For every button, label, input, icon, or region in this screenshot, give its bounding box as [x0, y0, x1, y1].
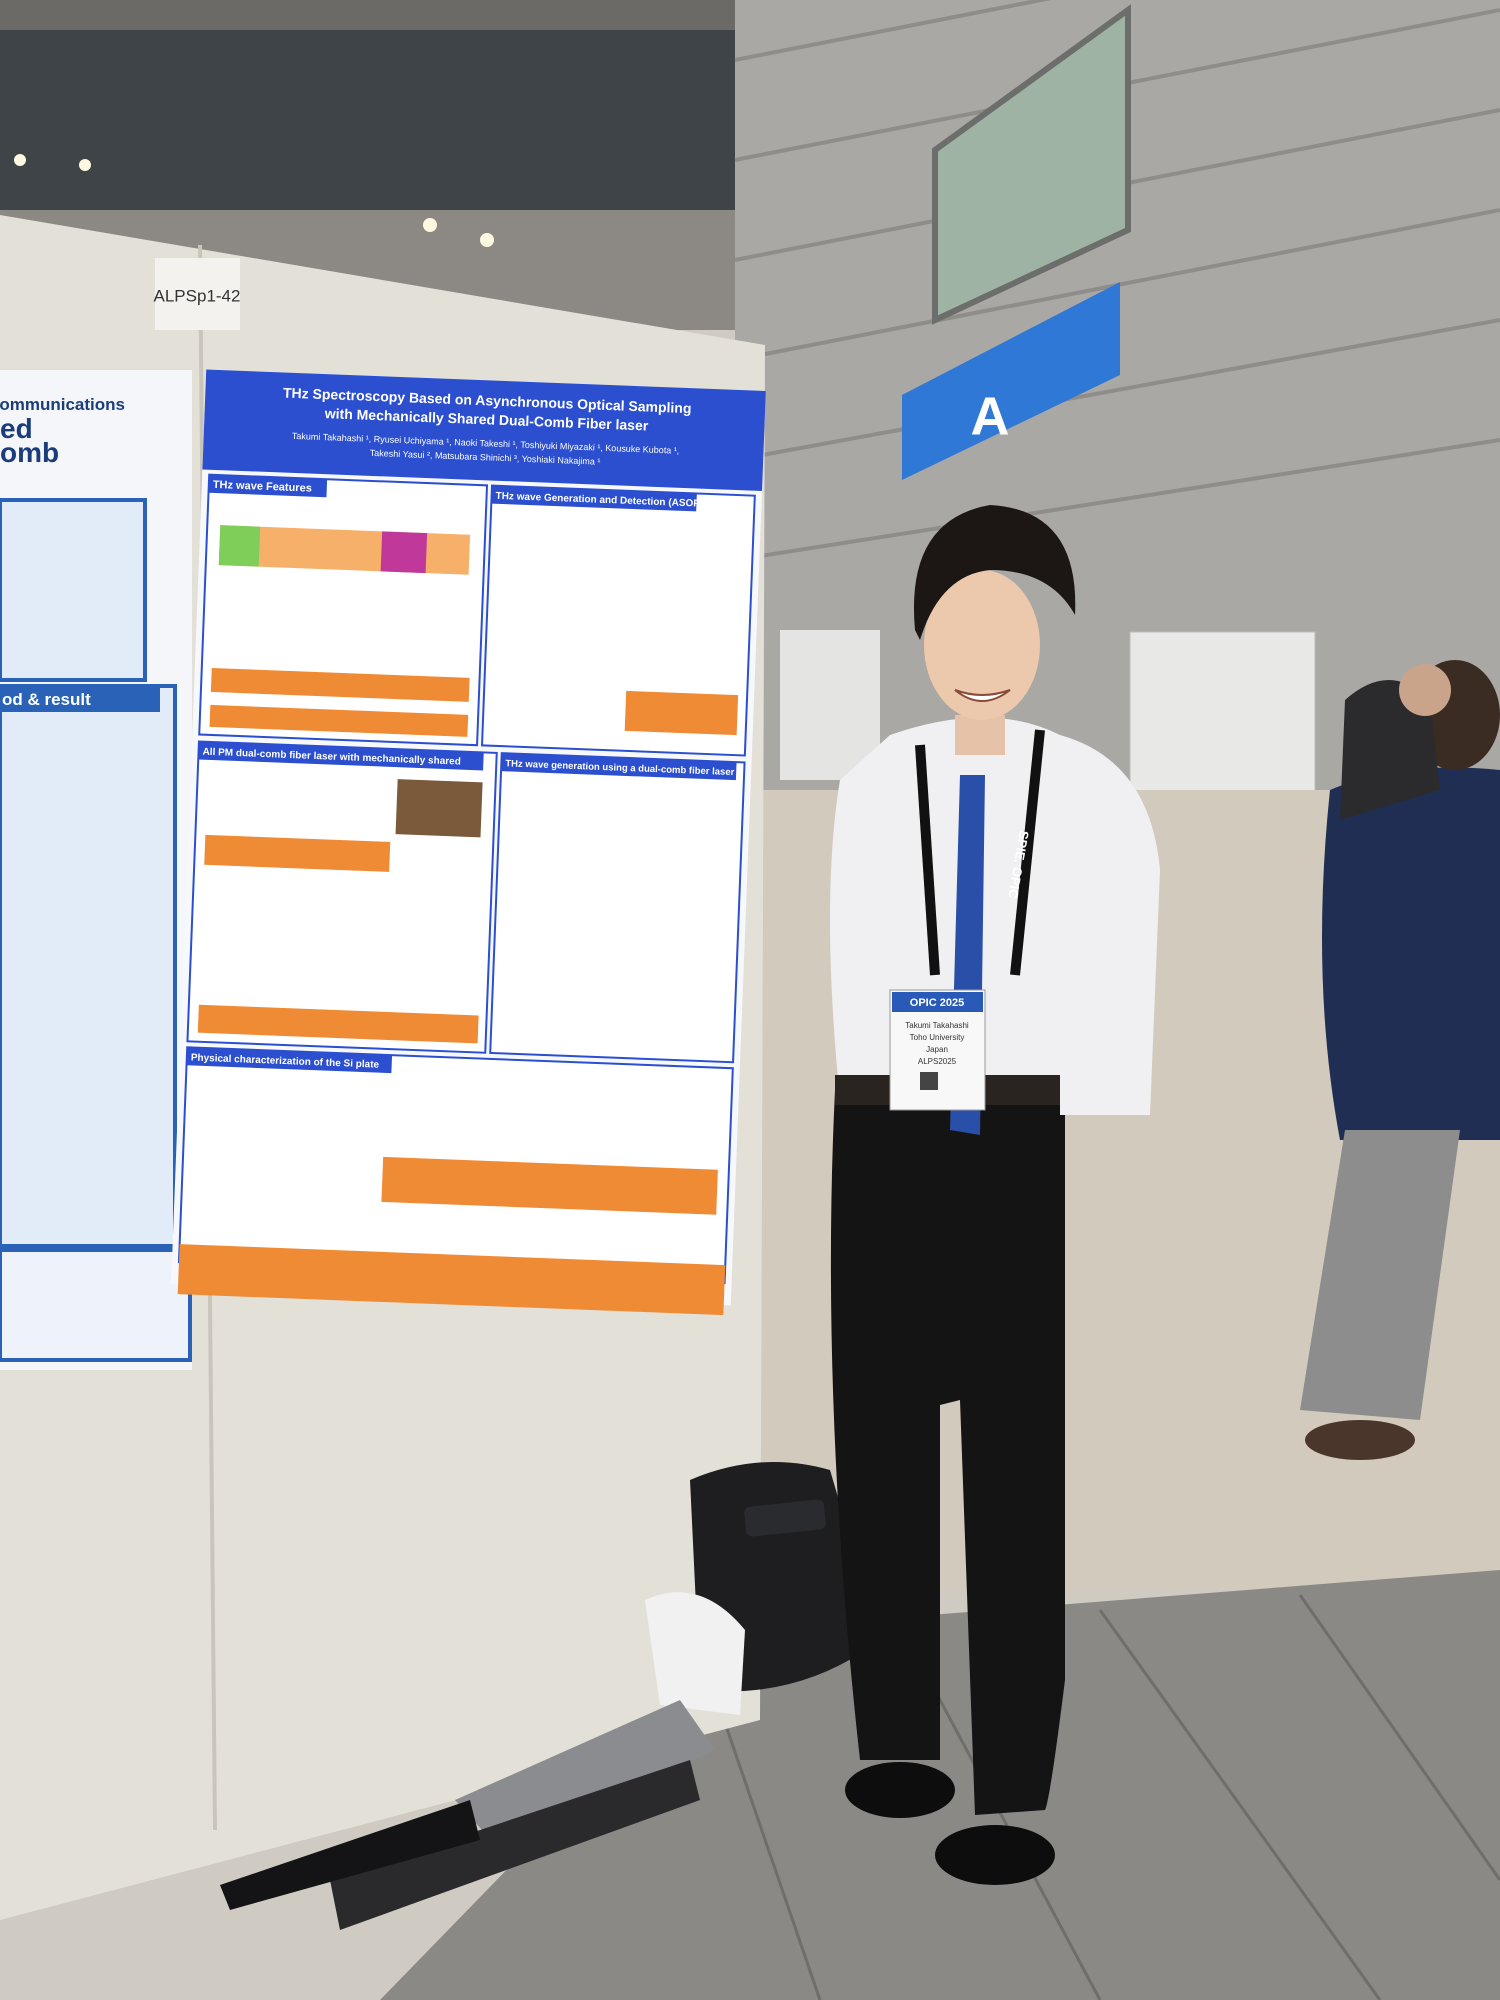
poster-tube — [330, 1760, 700, 1930]
hall-sign — [902, 282, 1120, 480]
background-person — [1340, 680, 1440, 820]
plank-line — [1098, 1609, 1382, 2000]
poster-panel — [489, 752, 746, 1064]
result-box — [381, 1156, 718, 1215]
left-poster-panel — [0, 684, 177, 1248]
trousers — [830, 1090, 1065, 1815]
neck — [955, 715, 1005, 755]
spectrum-bar — [218, 525, 261, 567]
left-poster-text: od & result — [2, 690, 91, 709]
phone — [744, 1499, 826, 1537]
plank-line — [1298, 1594, 1500, 1881]
left-poster: o-Communications ed omb od & result — [0, 370, 192, 1370]
person-jacket — [1322, 767, 1500, 1140]
wall-line — [734, 318, 1500, 462]
left-poster-text: o-Communications — [0, 395, 125, 414]
section-title: THz wave Features — [213, 479, 312, 495]
motivation-box — [209, 704, 469, 737]
door — [780, 630, 880, 780]
badge-country: Japan — [926, 1045, 948, 1054]
person-shoe — [1305, 1420, 1415, 1460]
poster-header — [202, 369, 766, 491]
ceiling-light — [14, 154, 26, 166]
advantage-box — [197, 1004, 479, 1044]
shoe — [935, 1825, 1055, 1885]
plastic-bag — [645, 1592, 745, 1715]
lanyard — [915, 729, 1045, 976]
shirt — [830, 717, 1160, 1115]
badge-code: ALPS2025 — [918, 1057, 957, 1066]
summary-box — [177, 1244, 726, 1316]
left-poster-header — [0, 686, 160, 712]
hall-sign-letter: A — [971, 386, 1010, 446]
smile — [954, 689, 1011, 702]
umbrella — [220, 1800, 480, 1910]
ceiling-beam — [0, 30, 735, 210]
badge-affiliation: Toho University — [910, 1033, 965, 1042]
advantage-box — [624, 690, 739, 736]
shoe — [845, 1762, 955, 1818]
hair — [913, 505, 1076, 640]
poster-panel — [198, 473, 489, 747]
ceiling-light — [423, 218, 437, 232]
board-label-card — [155, 258, 240, 330]
window — [932, 4, 1131, 325]
badge-header — [892, 992, 983, 1012]
background-person-head — [1399, 664, 1451, 716]
badge-event: OPIC 2025 — [910, 997, 964, 1009]
person: SPIE. OPIC OPIC 2025 Takumi Takahashi To… — [830, 505, 1160, 1885]
wall-line — [734, 0, 1052, 62]
badge-name: Takumi Takahashi — [905, 1021, 969, 1030]
left-poster-panel — [0, 1248, 192, 1362]
section-header — [198, 741, 484, 771]
spectrum-bar — [380, 531, 428, 574]
main-poster: THz Spectroscopy Based on Asynchronous O… — [171, 369, 766, 1316]
wall-line — [734, 438, 1500, 562]
section-header — [491, 485, 697, 512]
left-poster-panel — [0, 498, 147, 682]
board-label: ALPSp1-42 — [154, 286, 241, 305]
laptop — [455, 1700, 715, 1850]
left-poster-text: omb — [0, 437, 59, 468]
badge-qr — [920, 1072, 938, 1090]
advantage-box — [204, 834, 391, 872]
section-header — [208, 474, 328, 498]
advantage-box — [210, 667, 470, 702]
photo-inset — [395, 779, 483, 838]
left-poster-text: ed — [0, 413, 33, 444]
ceiling-light — [480, 233, 494, 247]
person-trousers — [1300, 1130, 1460, 1420]
face — [924, 570, 1040, 720]
section-header — [186, 1047, 393, 1074]
ceiling-light — [79, 159, 91, 171]
section-header — [501, 753, 737, 781]
